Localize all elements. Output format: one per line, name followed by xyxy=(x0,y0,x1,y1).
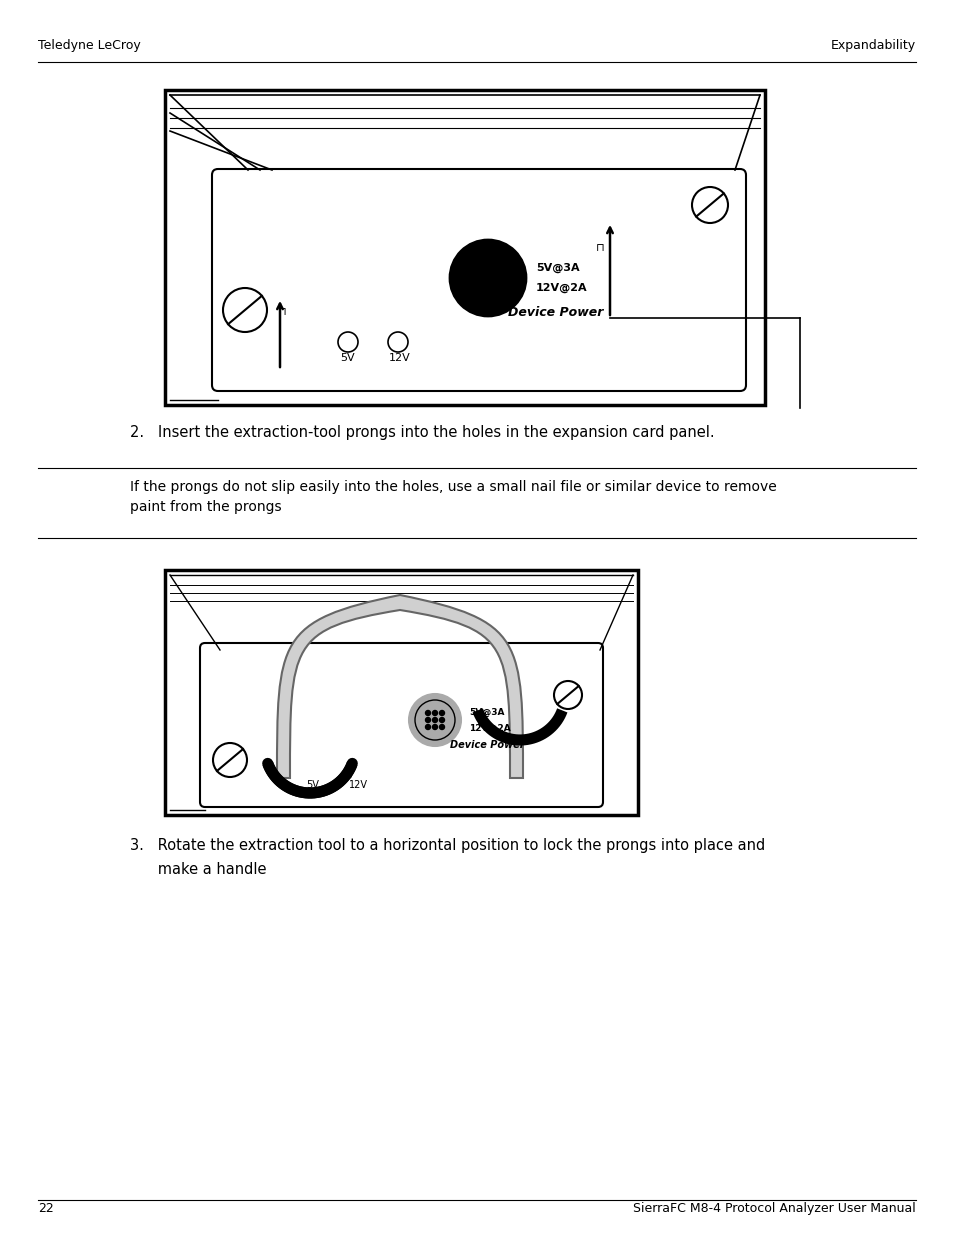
Text: Expandability: Expandability xyxy=(830,40,915,52)
Circle shape xyxy=(474,284,481,291)
Text: 12V: 12V xyxy=(389,353,411,363)
Text: ⊓: ⊓ xyxy=(595,243,603,253)
Circle shape xyxy=(432,725,437,730)
Text: Teledyne LeCroy: Teledyne LeCroy xyxy=(38,40,141,52)
Circle shape xyxy=(494,284,501,291)
Circle shape xyxy=(484,284,491,291)
Text: If the prongs do not slip easily into the holes, use a small nail file or simila: If the prongs do not slip easily into th… xyxy=(130,480,776,514)
Text: 5V@3A: 5V@3A xyxy=(469,708,504,716)
Circle shape xyxy=(494,274,501,282)
Text: Device Power: Device Power xyxy=(450,740,524,750)
Text: 5V: 5V xyxy=(340,353,355,363)
Circle shape xyxy=(484,264,491,272)
Bar xyxy=(165,571,638,815)
Circle shape xyxy=(409,694,460,746)
Text: 12V@2A: 12V@2A xyxy=(536,283,587,293)
Circle shape xyxy=(439,710,444,715)
Circle shape xyxy=(439,718,444,722)
Text: make a handle: make a handle xyxy=(130,862,266,877)
Text: 3.   Rotate the extraction tool to a horizontal position to lock the prongs into: 3. Rotate the extraction tool to a horiz… xyxy=(130,839,764,853)
Circle shape xyxy=(425,718,430,722)
Circle shape xyxy=(484,274,491,282)
FancyBboxPatch shape xyxy=(212,169,745,391)
Text: Device Power: Device Power xyxy=(507,306,602,320)
Circle shape xyxy=(474,264,481,272)
PathPatch shape xyxy=(276,595,522,778)
Circle shape xyxy=(432,718,437,722)
Text: 5V@3A: 5V@3A xyxy=(536,263,579,273)
Bar xyxy=(165,90,764,405)
Text: 22: 22 xyxy=(38,1202,53,1215)
Circle shape xyxy=(432,710,437,715)
Circle shape xyxy=(474,274,481,282)
Text: SierraFC M8-4 Protocol Analyzer User Manual: SierraFC M8-4 Protocol Analyzer User Man… xyxy=(633,1202,915,1215)
Text: 12V: 12V xyxy=(348,781,367,790)
Text: 2.   Insert the extraction-tool prongs into the holes in the expansion card pane: 2. Insert the extraction-tool prongs int… xyxy=(130,425,714,440)
Circle shape xyxy=(450,240,525,316)
Circle shape xyxy=(439,725,444,730)
Text: 5V: 5V xyxy=(306,781,319,790)
Text: 12V@2A: 12V@2A xyxy=(469,724,510,732)
Circle shape xyxy=(425,725,430,730)
Circle shape xyxy=(425,710,430,715)
Circle shape xyxy=(494,264,501,272)
FancyBboxPatch shape xyxy=(200,643,602,806)
Text: ⊓: ⊓ xyxy=(277,308,286,317)
